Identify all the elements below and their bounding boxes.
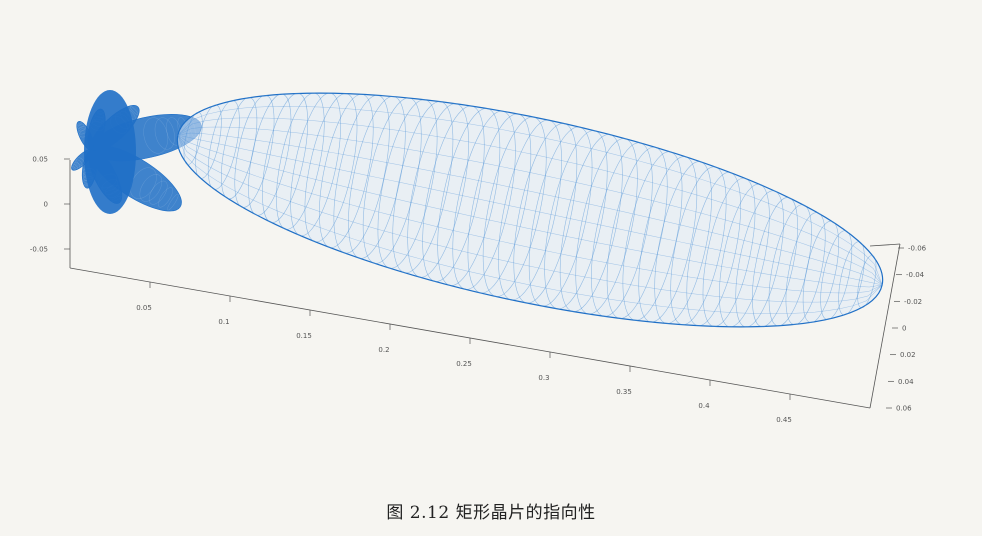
main-lobe-ring	[513, 123, 578, 304]
main-lobe-ring	[377, 99, 438, 269]
main-lobe-ring	[276, 92, 325, 230]
main-lobe	[176, 92, 884, 328]
main-lobe-ring	[785, 212, 826, 325]
lobe-root	[84, 90, 136, 214]
main-lobe-ring	[857, 255, 877, 309]
main-lobe-ring	[437, 108, 501, 286]
side-lobe-mesh	[76, 157, 85, 166]
side-lobe-mesh	[71, 165, 76, 171]
main-lobe-ring	[362, 97, 422, 264]
main-lobe-ring	[768, 204, 812, 327]
main-lobe-ring	[559, 134, 623, 312]
main-lobe-ring	[248, 93, 292, 216]
y-tick-label: 0.02	[900, 351, 916, 359]
main-lobe-meridian	[177, 135, 883, 314]
z-tick-label: 0	[44, 201, 48, 209]
main-lobe-ring	[498, 119, 562, 301]
main-lobe-ring	[348, 96, 406, 259]
main-lobe-ring	[638, 156, 698, 323]
main-lobe-meridian	[177, 126, 883, 286]
side-lobe-mesh	[76, 122, 83, 126]
main-lobe-ring	[820, 230, 853, 320]
main-lobe-ring	[304, 93, 358, 243]
main-lobe-ring	[735, 190, 784, 328]
y-tick-label: -0.02	[904, 298, 922, 306]
y-tick-label: 0.04	[898, 378, 914, 386]
main-lobe-ring	[751, 197, 798, 327]
side-lobe-mesh	[154, 117, 175, 150]
y-axis-top	[869, 243, 901, 247]
main-lobe-ring	[467, 113, 532, 294]
main-lobe-ring	[452, 110, 516, 290]
main-lobe-meridian	[177, 134, 883, 294]
side-lobe-mesh	[148, 180, 168, 205]
main-lobe-ring	[686, 172, 741, 327]
y-tick-label: -0.04	[906, 271, 925, 279]
main-lobe-ring	[195, 104, 222, 179]
main-lobe-ring	[262, 93, 309, 223]
main-lobe-meridian	[177, 132, 883, 286]
main-lobe-ring	[575, 138, 638, 315]
y-tick-label: 0.06	[896, 405, 912, 413]
main-lobe-ring	[482, 116, 547, 297]
x-tick-label: 0.45	[776, 416, 792, 424]
x-tick-label: 0.4	[698, 402, 710, 410]
lobes	[71, 90, 202, 214]
y-tick-label: 0	[902, 325, 906, 333]
side-lobe-mesh	[77, 125, 86, 132]
side-lobe-mesh	[74, 161, 81, 168]
main-lobe-meridian	[177, 134, 883, 288]
figure-caption: 图 2.12 矩形晶片的指向性	[386, 503, 596, 523]
x-tick-label: 0.1	[218, 318, 229, 326]
x-tick-label: 0.25	[456, 360, 472, 368]
main-lobe-ring	[591, 142, 653, 317]
side-lobe-mesh	[167, 193, 179, 211]
main-lobe-ring	[221, 97, 258, 200]
main-lobe-ring	[670, 166, 727, 326]
main-lobe-ring	[544, 130, 608, 310]
main-lobe-ring	[702, 177, 756, 327]
main-lobe-ring	[392, 101, 454, 274]
y-tick-label: -0.06	[908, 245, 927, 253]
main-lobe-ring	[719, 183, 770, 328]
main-lobe-ring	[606, 146, 668, 319]
main-lobe-meridian	[177, 106, 883, 285]
side-lobe-mesh	[143, 117, 169, 154]
main-lobe-ring	[422, 105, 485, 282]
side-lobe-mesh	[72, 163, 78, 169]
x-tick-label: 0.35	[616, 388, 632, 396]
main-lobe-ring	[183, 111, 203, 165]
x-tick-label: 0.15	[296, 332, 312, 340]
main-lobe-ring	[290, 92, 341, 237]
x-tick-label: 0.3	[538, 374, 549, 382]
y-axis-line	[869, 243, 901, 409]
main-lobe-meridian	[177, 117, 883, 285]
main-lobe-ring	[407, 103, 469, 278]
main-lobe-ring	[838, 241, 865, 316]
main-lobe-ring	[622, 151, 683, 321]
main-lobe-ring	[528, 126, 593, 307]
side-lobe-mesh	[158, 187, 173, 208]
main-lobe-ring	[654, 161, 712, 324]
main-lobe-meridian	[177, 135, 883, 303]
main-lobe-mesh	[176, 92, 884, 328]
main-lobe-ring	[319, 93, 374, 248]
z-tick-label: -0.05	[30, 246, 48, 254]
x-tick-label: 0.2	[378, 346, 389, 354]
z-tick-label: 0.05	[32, 156, 48, 164]
main-lobe-meridian	[177, 134, 883, 286]
side-lobe-mesh	[130, 167, 157, 199]
main-lobe-ring	[333, 94, 390, 254]
axes: 0.05 0.1 0.15 0.2 0.25 0.3 0.35 0.4 0.45 0.05 0 -0.…	[30, 156, 927, 425]
side-lobe-mesh	[75, 159, 83, 167]
side-lobe-mesh	[139, 174, 163, 202]
main-lobe-ring	[802, 220, 839, 323]
side-lobe-mesh	[129, 105, 139, 115]
main-lobe-ring	[207, 100, 240, 190]
main-lobe-ring	[234, 95, 275, 208]
x-tick-label: 0.05	[136, 304, 152, 312]
